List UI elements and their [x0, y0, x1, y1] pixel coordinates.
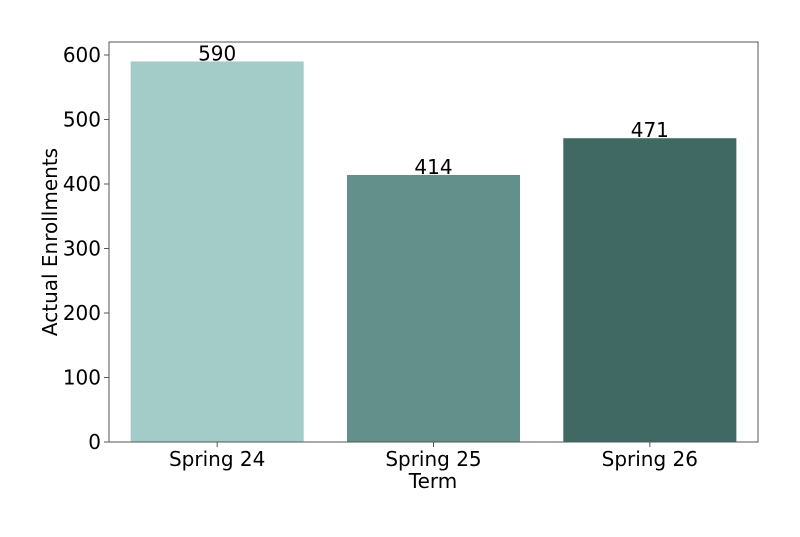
x-tick-label: Spring 25: [385, 447, 481, 471]
x-tick-label: Spring 26: [602, 447, 698, 471]
y-tick-label: 200: [63, 301, 101, 325]
y-tick-label: 400: [63, 172, 101, 196]
data-label: 471: [631, 118, 669, 142]
x-tick-label: Spring 24: [169, 447, 265, 471]
y-tick-label: 300: [63, 237, 101, 261]
y-axis-label: Actual Enrollments: [38, 148, 62, 336]
y-tick-label: 600: [63, 43, 101, 67]
y-tick-label: 500: [63, 108, 101, 132]
x-axis-label: Term: [408, 469, 457, 493]
bar-spring-26: [563, 138, 737, 442]
data-label: 590: [198, 41, 236, 65]
y-tick-label: 0: [88, 430, 101, 454]
y-tick-label: 100: [63, 366, 101, 390]
data-label: 414: [414, 155, 452, 179]
bar-spring-25: [346, 174, 521, 442]
bar-spring-24: [130, 61, 304, 442]
